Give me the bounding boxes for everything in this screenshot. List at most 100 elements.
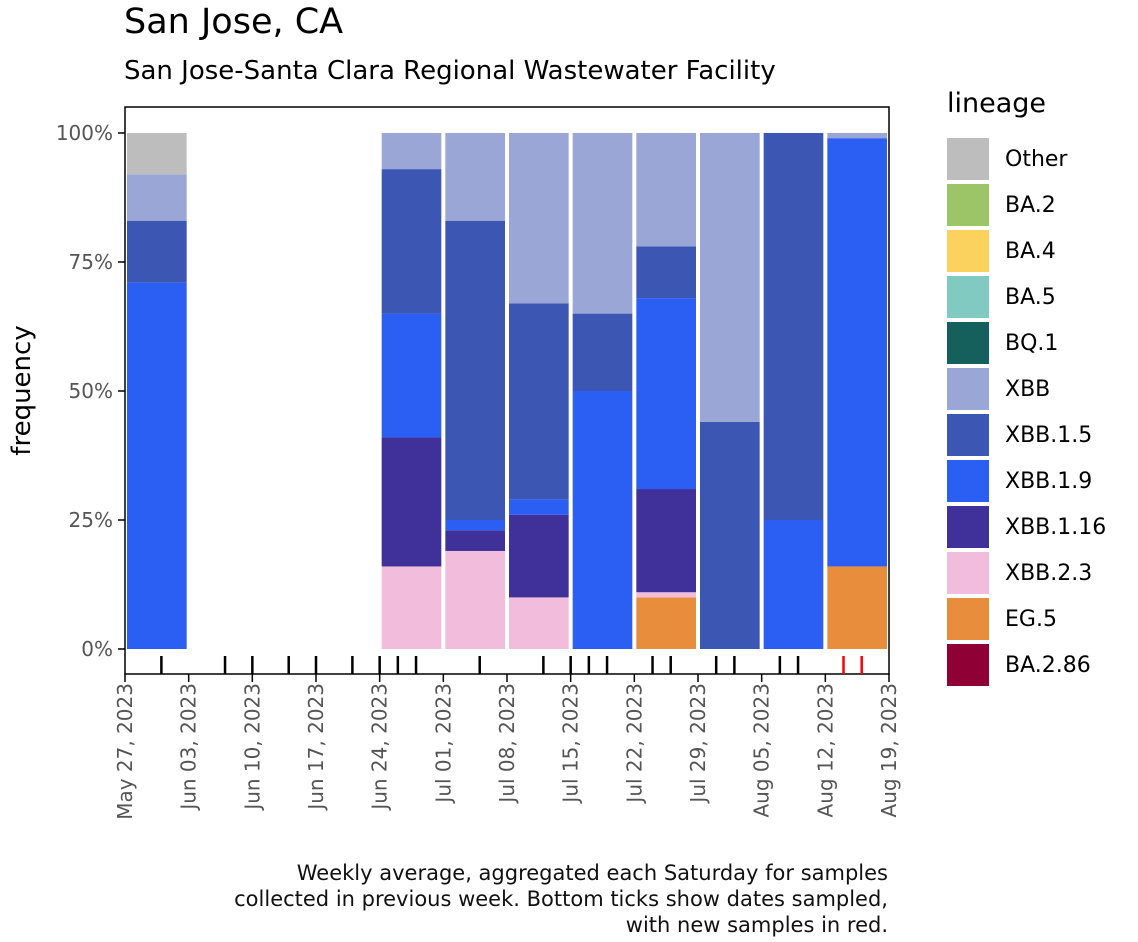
x-tick-label: Jun 03, 2023: [177, 683, 201, 812]
bar-segment-xbb-1-5: [445, 220, 505, 520]
legend: Other BA.2 BA.4 BA.5 BQ.1 XBB XBB.1.5 XBB.1.9 XB…: [947, 136, 1106, 688]
x-tick-label: Aug 19, 2023: [877, 683, 901, 817]
legend-item: BA.2: [947, 182, 1106, 228]
legend-item: Other: [947, 136, 1106, 182]
legend-swatch: [947, 138, 989, 180]
legend-swatch: [947, 414, 989, 456]
bar-segment-xbb: [572, 133, 633, 314]
legend-item: BA.4: [947, 228, 1106, 274]
bar-segment-xbb-1-16: [381, 437, 442, 567]
x-tick-label: Jul 08, 2023: [495, 683, 519, 805]
legend-item: BA.2.86: [947, 642, 1106, 688]
legend-swatch: [947, 506, 989, 548]
y-tick-label: 50%: [69, 379, 113, 403]
x-tick-label: Aug 12, 2023: [813, 683, 837, 817]
legend-item: XBB: [947, 366, 1106, 412]
bar-segment-xbb: [636, 133, 696, 247]
bar-segment-eg-5: [827, 566, 887, 649]
legend-item: EG.5: [947, 596, 1106, 642]
x-tick-label: Jul 22, 2023: [622, 683, 646, 805]
bar-segment-xbb-1-5: [572, 313, 633, 391]
legend-swatch: [947, 230, 989, 272]
bar-segment-xbb-1-5: [763, 133, 824, 520]
legend-swatch: [947, 598, 989, 640]
x-tick-label: Jul 01, 2023: [431, 683, 455, 805]
chart-title: San Jose, CA: [124, 2, 344, 42]
legend-item: BA.5: [947, 274, 1106, 320]
caption-line: with new samples in red.: [625, 913, 888, 937]
x-tick-label: Jun 10, 2023: [240, 683, 264, 812]
bar-segment-xbb: [827, 133, 887, 139]
bar-segment-xbb-1-5: [127, 220, 187, 283]
legend-label: XBB.2.3: [1005, 560, 1093, 586]
legend-label: BA.2: [1005, 192, 1056, 218]
legend-swatch: [947, 368, 989, 410]
legend-item: XBB.1.16: [947, 504, 1106, 550]
bar-segment-xbb-1-5: [636, 246, 696, 299]
plot-frame: [124, 106, 890, 675]
legend-label: BA.2.86: [1005, 652, 1091, 678]
bar-segment-xbb-2-3: [636, 592, 696, 598]
y-tick-label: 25%: [69, 508, 113, 532]
bar-segment-xbb-1-9: [381, 313, 442, 438]
legend-swatch: [947, 552, 989, 594]
legend-swatch: [947, 276, 989, 318]
chart-caption: Weekly average, aggregated each Saturday…: [234, 860, 888, 938]
bar-segment-xbb: [127, 174, 187, 221]
x-tick-label: Aug 05, 2023: [750, 683, 774, 817]
caption-line: Weekly average, aggregated each Saturday…: [296, 861, 888, 885]
bar-segment-xbb-2-3: [381, 566, 442, 649]
y-tick-label: 0%: [81, 637, 113, 661]
legend-item: XBB.1.9: [947, 458, 1106, 504]
legend-item: XBB.2.3: [947, 550, 1106, 596]
x-tick-label: Jun 17, 2023: [304, 683, 328, 812]
legend-label: XBB: [1005, 376, 1051, 402]
y-tick-label: 75%: [69, 250, 113, 274]
bar-segment-xbb-2-3: [509, 597, 569, 649]
x-tick-label: May 27, 2023: [113, 683, 137, 820]
x-tick-label: Jul 29, 2023: [686, 683, 710, 805]
caption-line: collected in previous week. Bottom ticks…: [234, 887, 888, 911]
bar-segment-xbb: [700, 133, 760, 422]
bar-segment-xbb-1-9: [763, 520, 824, 649]
legend-swatch: [947, 460, 989, 502]
bar-segment-xbb-1-16: [509, 514, 569, 598]
bar-segment-xbb-2-3: [445, 550, 505, 649]
y-axis-label: frequency: [7, 325, 37, 455]
legend-title: lineage: [947, 88, 1047, 119]
legend-label: Other: [1005, 146, 1068, 172]
bar-segment-xbb-1-9: [445, 520, 505, 531]
bar-segment-xbb-1-9: [636, 298, 696, 490]
bar-segment-xbb-1-9: [827, 138, 887, 567]
legend-item: BQ.1: [947, 320, 1106, 366]
bar-segment-xbb: [445, 133, 505, 221]
legend-label: BA.5: [1005, 284, 1056, 310]
legend-label: XBB.1.9: [1005, 468, 1093, 494]
legend-label: EG.5: [1005, 606, 1057, 632]
legend-label: XBB.1.16: [1005, 514, 1107, 540]
bar-segment-xbb-1-16: [445, 530, 505, 551]
bar-segment-xbb-1-9: [509, 499, 569, 515]
legend-label: BQ.1: [1005, 330, 1059, 356]
legend-swatch: [947, 184, 989, 226]
bar-segment-xbb: [509, 133, 569, 304]
bar-segment-xbb-1-5: [700, 421, 760, 649]
legend-item: XBB.1.5: [947, 412, 1106, 458]
bar-segment-xbb-1-9: [572, 391, 633, 649]
legend-label: XBB.1.5: [1005, 422, 1093, 448]
bar-segment-xbb-1-5: [509, 303, 569, 500]
bar-segment-xbb-1-9: [127, 282, 187, 649]
x-tick-label: Jul 15, 2023: [559, 683, 583, 805]
bar-segment-xbb-1-16: [636, 489, 696, 593]
legend-label: BA.4: [1005, 238, 1056, 264]
bar-segment-other: [127, 133, 187, 175]
legend-swatch: [947, 644, 989, 686]
legend-swatch: [947, 322, 989, 364]
bar-segment-xbb: [381, 133, 442, 170]
bar-segment-xbb-1-5: [381, 169, 442, 314]
bar-segment-eg-5: [636, 597, 696, 649]
x-tick-label: Jun 24, 2023: [368, 683, 392, 812]
chart-subtitle: San Jose-Santa Clara Regional Wastewater…: [124, 56, 776, 86]
y-tick-label: 100%: [56, 121, 113, 145]
